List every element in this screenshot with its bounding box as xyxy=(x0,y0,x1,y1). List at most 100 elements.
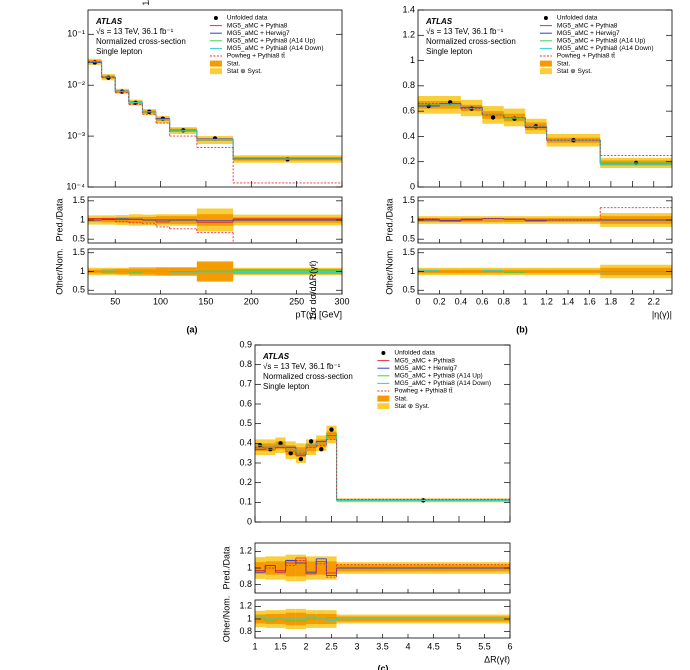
x-tick-label: 2 xyxy=(630,296,635,306)
legend-label: Stat ⊕ Syst. xyxy=(557,68,592,75)
experiment-label: ATLAS xyxy=(95,17,123,26)
data-point xyxy=(329,427,334,432)
legend-label: MG5_aMC + Pythia8 (A14 Up) xyxy=(227,38,315,45)
legend-swatch xyxy=(209,68,222,75)
uncertainty-band xyxy=(482,218,504,222)
y-tick-label: 0.8 xyxy=(239,626,252,636)
legend-marker xyxy=(381,351,386,355)
y-tick-label: 1.5 xyxy=(402,247,415,257)
legend-label: Stat. xyxy=(394,395,408,402)
annotation: √s = 13 TeV, 36.1 fb⁻¹ xyxy=(426,27,504,36)
y-tick-label: 0.2 xyxy=(239,477,252,487)
y-tick-label: 1.2 xyxy=(239,601,252,611)
x-tick-label: 250 xyxy=(289,296,304,306)
annotation: Single lepton xyxy=(426,47,472,56)
legend-marker xyxy=(543,16,548,20)
x-tick-label: 0 xyxy=(415,296,420,306)
y-tick-label: 10⁻³ xyxy=(67,130,85,140)
y-axis-label: Pred./Data xyxy=(384,198,394,241)
x-tick-label: 2 xyxy=(303,641,308,651)
x-tick-label: 3.5 xyxy=(376,641,389,651)
annotation: Single lepton xyxy=(263,382,309,391)
x-tick-label: 1.8 xyxy=(605,296,618,306)
x-tick-label: 300 xyxy=(334,296,349,306)
legend-swatch xyxy=(377,395,390,402)
uncertainty-band xyxy=(295,447,306,458)
legend-label: MG5_aMC + Pythia8 (A14 Down) xyxy=(557,45,654,52)
uncertainty-band xyxy=(275,561,286,575)
y-axis-label: 1/σ dσ/dΔR(γℓ) xyxy=(308,261,318,321)
y-tick-label: 1 xyxy=(247,613,252,623)
legend-label: Powheg + Pythia8 tt̄ xyxy=(557,52,615,60)
uncertainty-band xyxy=(326,613,337,625)
x-axis-label: pT(γ) [GeV] xyxy=(295,309,342,319)
legend-swatch xyxy=(377,403,390,410)
y-tick-label: 0.6 xyxy=(402,106,415,116)
x-tick-label: 2.5 xyxy=(325,641,338,651)
y-tick-label: 0.4 xyxy=(239,438,252,448)
x-tick-label: 1.2 xyxy=(540,296,553,306)
y-axis-label: Pred./Data xyxy=(221,546,231,589)
legend-label: MG5_aMC + Herwig7 xyxy=(394,365,457,372)
legend-label: Unfolded data xyxy=(557,15,598,22)
y-axis-label: Pred./Data xyxy=(54,198,64,241)
x-tick-label: 50 xyxy=(110,296,120,306)
plot-area xyxy=(418,264,672,279)
experiment-label: ATLAS xyxy=(425,17,453,26)
plot-area xyxy=(255,425,510,503)
uncertainty-band xyxy=(285,559,296,577)
legend-label: Stat ⊕ Syst. xyxy=(227,68,262,75)
plot-area xyxy=(88,261,342,282)
x-tick-label: 200 xyxy=(244,296,259,306)
y-tick-label: 0.6 xyxy=(239,398,252,408)
x-tick-label: 0.8 xyxy=(497,296,510,306)
annotation: √s = 13 TeV, 36.1 fb⁻¹ xyxy=(263,362,341,371)
y-tick-label: 1.4 xyxy=(402,4,415,14)
uncertainty-band xyxy=(196,214,234,226)
y-tick-label: 1 xyxy=(410,55,415,65)
legend-label: MG5_aMC + Pythia8 xyxy=(557,22,618,29)
y-tick-label: 0.7 xyxy=(239,379,252,389)
y-axis-label: Other/Nom. xyxy=(221,596,231,643)
panel-letter: (a) xyxy=(187,324,198,334)
legend-label: Powheg + Pythia8 tt̄ xyxy=(394,387,452,395)
y-tick-label: 0.4 xyxy=(402,131,415,141)
y-tick-label: 1 xyxy=(80,266,85,276)
uncertainty-band xyxy=(316,561,327,575)
x-tick-label: 0.2 xyxy=(433,296,446,306)
annotation: Normalized cross-section xyxy=(96,37,186,46)
x-tick-label: 1.6 xyxy=(583,296,596,306)
legend-swatch xyxy=(539,68,552,75)
y-tick-label: 10⁻² xyxy=(67,80,85,90)
annotation: √s = 13 TeV, 36.1 fb⁻¹ xyxy=(96,27,174,36)
y-tick-label: 1 xyxy=(247,562,252,572)
legend-label: MG5_aMC + Pythia8 (A14 Up) xyxy=(557,38,645,45)
plot-area xyxy=(418,95,672,169)
data-point xyxy=(278,441,283,446)
y-tick-label: 1 xyxy=(410,214,415,224)
y-axis-label: Other/Nom. xyxy=(54,248,64,295)
y-tick-label: 0 xyxy=(410,181,415,191)
legend-label: Stat. xyxy=(557,60,571,67)
experiment-label: ATLAS xyxy=(262,352,290,361)
x-tick-label: 1 xyxy=(252,641,257,651)
y-tick-label: 0.9 xyxy=(239,339,252,349)
y-tick-label: 0.5 xyxy=(402,285,415,295)
x-tick-label: 150 xyxy=(198,296,213,306)
legend-label: MG5_aMC + Pythia8 xyxy=(394,357,455,364)
legend-label: MG5_aMC + Pythia8 xyxy=(227,22,288,29)
x-axis-label: |η(γ)| xyxy=(652,309,672,319)
x-tick-label: 0.4 xyxy=(455,296,468,306)
panel-frame xyxy=(417,9,673,188)
y-tick-label: 0.8 xyxy=(239,579,252,589)
y-tick-label: 1.5 xyxy=(72,247,85,257)
plot-area xyxy=(255,554,510,582)
legend-label: Unfolded data xyxy=(394,350,435,357)
y-tick-label: 0.5 xyxy=(239,418,252,428)
plot-area xyxy=(88,208,342,243)
y-tick-label: 1.2 xyxy=(239,546,252,556)
y-tick-label: 0.5 xyxy=(72,234,85,244)
x-tick-label: 2.2 xyxy=(648,296,661,306)
plot-area xyxy=(255,608,510,630)
